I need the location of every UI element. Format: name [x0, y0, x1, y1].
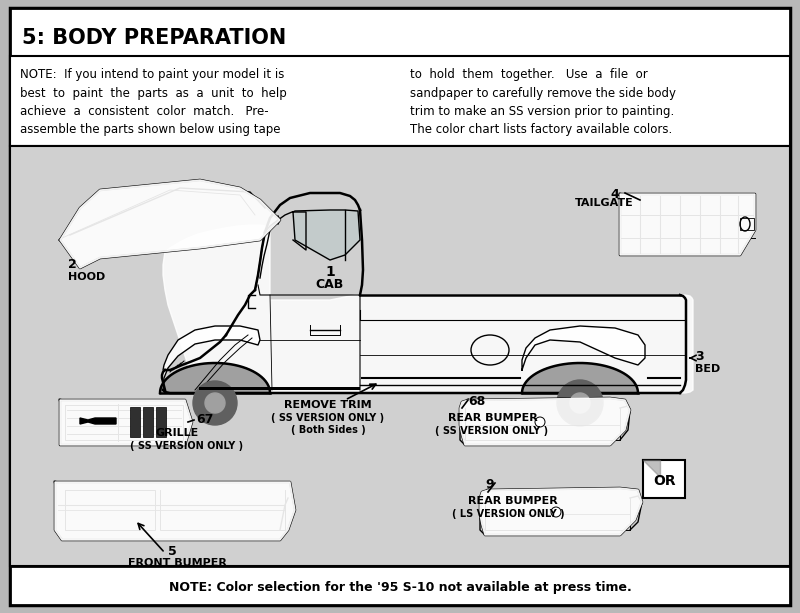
Polygon shape — [480, 488, 642, 535]
Text: 3: 3 — [695, 350, 704, 363]
Text: REMOVE TRIM: REMOVE TRIM — [284, 400, 372, 410]
Text: CAB: CAB — [316, 278, 344, 291]
Polygon shape — [160, 363, 270, 393]
Bar — [740, 218, 754, 230]
Text: NOTE: Color selection for the '95 S-10 not available at press time.: NOTE: Color selection for the '95 S-10 n… — [169, 581, 631, 593]
Text: ( SS VERSION ONLY ): ( SS VERSION ONLY ) — [435, 426, 548, 436]
Text: ( SS VERSION ONLY ): ( SS VERSION ONLY ) — [130, 441, 243, 451]
Text: FRONT BUMPER: FRONT BUMPER — [128, 558, 227, 568]
FancyBboxPatch shape — [10, 8, 790, 56]
Text: OR: OR — [654, 474, 676, 488]
Bar — [130, 407, 140, 437]
Text: 68: 68 — [468, 395, 486, 408]
Polygon shape — [522, 363, 638, 393]
Text: 9: 9 — [485, 478, 494, 491]
Text: to  hold  them  together.   Use  a  file  or
sandpaper to carefully remove the s: to hold them together. Use a file or san… — [410, 68, 676, 137]
Text: REAR BUMPER: REAR BUMPER — [448, 413, 538, 423]
Circle shape — [557, 380, 603, 426]
Polygon shape — [293, 210, 360, 260]
Circle shape — [193, 381, 237, 425]
Polygon shape — [60, 180, 280, 268]
Text: TAILGATE: TAILGATE — [575, 198, 634, 208]
Text: ( SS VERSION ONLY ): ( SS VERSION ONLY ) — [271, 413, 385, 423]
Text: GRILLE: GRILLE — [155, 428, 198, 438]
Text: NOTE:  If you intend to paint your model it is
best  to  paint  the  parts  as  : NOTE: If you intend to paint your model … — [20, 68, 286, 137]
Circle shape — [535, 417, 545, 427]
Polygon shape — [55, 482, 295, 540]
Text: 5: 5 — [168, 545, 177, 558]
FancyBboxPatch shape — [10, 56, 790, 146]
Circle shape — [205, 393, 225, 413]
Text: REAR BUMPER: REAR BUMPER — [468, 496, 558, 506]
Text: BED: BED — [695, 364, 720, 374]
Text: 67: 67 — [196, 413, 214, 426]
Circle shape — [551, 507, 561, 517]
Polygon shape — [60, 400, 192, 445]
Text: 5: BODY PREPARATION: 5: BODY PREPARATION — [22, 28, 286, 48]
FancyBboxPatch shape — [10, 566, 790, 605]
Polygon shape — [460, 398, 630, 445]
FancyBboxPatch shape — [643, 460, 685, 498]
Circle shape — [570, 393, 590, 413]
Polygon shape — [643, 460, 660, 477]
FancyBboxPatch shape — [10, 8, 790, 605]
Text: 2: 2 — [68, 258, 77, 271]
Text: HOOD: HOOD — [68, 272, 106, 282]
Text: 4: 4 — [610, 188, 618, 201]
Bar — [143, 407, 153, 437]
Bar — [156, 407, 166, 437]
Text: ( LS VERSION ONLY ): ( LS VERSION ONLY ) — [452, 509, 565, 519]
Polygon shape — [163, 225, 693, 393]
FancyBboxPatch shape — [10, 146, 790, 566]
Polygon shape — [80, 418, 116, 424]
Polygon shape — [522, 326, 645, 370]
Polygon shape — [163, 326, 260, 390]
Text: 1: 1 — [325, 265, 335, 279]
Text: ( Both Sides ): ( Both Sides ) — [290, 425, 366, 435]
Polygon shape — [620, 194, 755, 255]
